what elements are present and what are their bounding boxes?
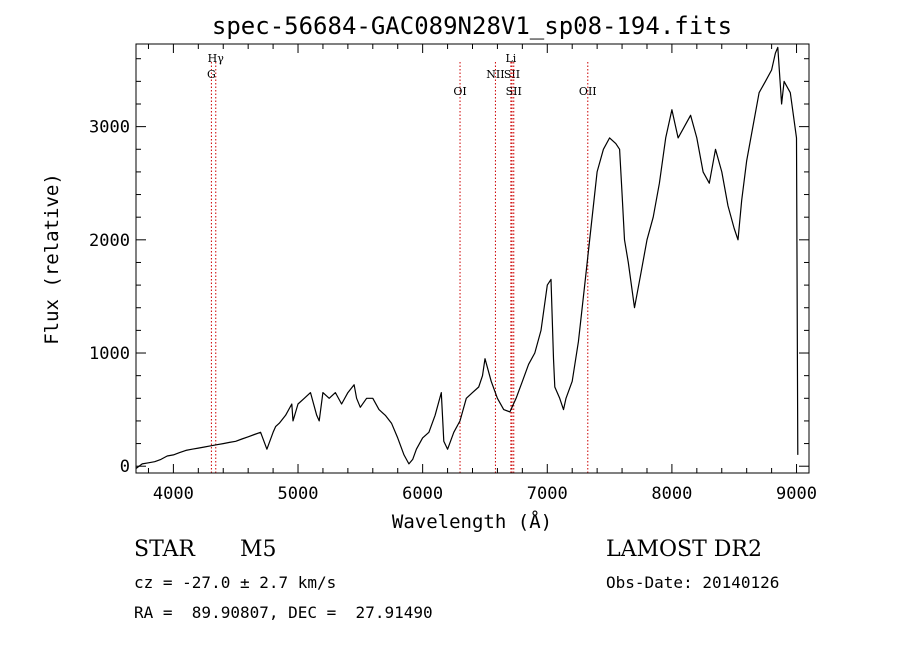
x-tick-label: 5000 bbox=[278, 484, 319, 504]
x-axis-label: Wavelength (Å) bbox=[392, 510, 552, 533]
y-axis-label: Flux (relative) bbox=[41, 173, 63, 345]
object-class: STAR bbox=[134, 537, 195, 562]
spectral-line-label: OI bbox=[453, 85, 466, 98]
survey-name: LAMOST DR2 bbox=[606, 537, 762, 562]
y-tick-label: 0 bbox=[120, 457, 130, 477]
spectral-line-label: SII bbox=[506, 85, 522, 98]
y-tick-label: 3000 bbox=[89, 118, 130, 138]
object-subclass: M5 bbox=[240, 537, 277, 562]
spectral-line-label: NII bbox=[486, 68, 504, 81]
axis-ticks: 4000 5000 6000 7000 8000 9000 0 1000 2000 3000 bbox=[89, 44, 817, 504]
chart-title: spec-56684-GAC089N28V1_sp08-194.fits bbox=[212, 12, 732, 40]
spectral-line-label: Hγ bbox=[208, 52, 225, 65]
observation-date: Obs-Date: 20140126 bbox=[606, 573, 780, 592]
x-tick-label: 9000 bbox=[776, 484, 817, 504]
spectral-line-label: SII bbox=[504, 68, 520, 81]
spectral-line-label: G bbox=[207, 68, 216, 81]
plot-frame bbox=[135, 43, 810, 474]
y-tick-label: 2000 bbox=[89, 231, 130, 251]
spectral-line-label: Li bbox=[505, 52, 516, 65]
y-tick-label: 1000 bbox=[89, 344, 130, 364]
redshift-readout: cz = -27.0 ± 2.7 km/s bbox=[134, 573, 337, 592]
x-tick-label: 7000 bbox=[527, 484, 568, 504]
x-tick-label: 8000 bbox=[651, 484, 692, 504]
spectral-line-label: OII bbox=[579, 85, 597, 98]
coordinates-readout: RA = 89.90807, DEC = 27.91490 bbox=[134, 603, 433, 622]
spectrum-line bbox=[135, 46, 799, 469]
x-tick-label: 4000 bbox=[153, 484, 194, 504]
x-tick-label: 6000 bbox=[402, 484, 443, 504]
